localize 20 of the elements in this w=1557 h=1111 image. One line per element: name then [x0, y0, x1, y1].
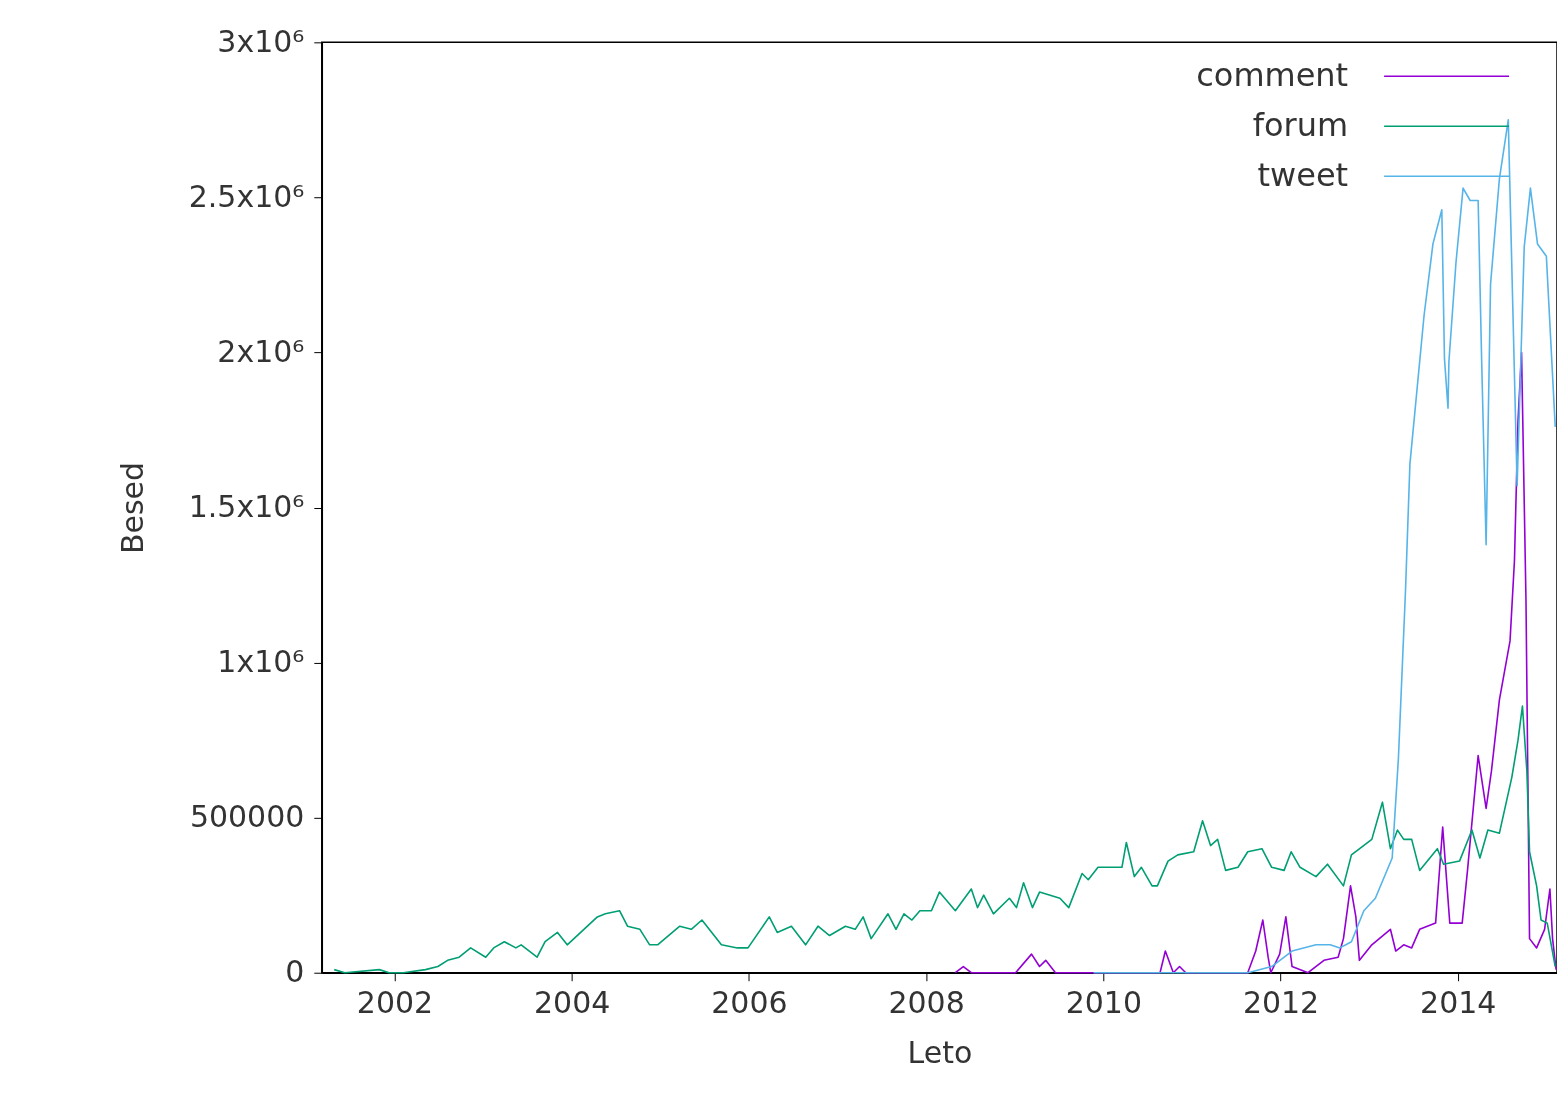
x-axis-title: Leto	[907, 1035, 973, 1071]
legend-label: forum	[1252, 106, 1349, 145]
y-tick-label: 0	[285, 954, 305, 990]
x-tick-label: 2012	[1242, 985, 1320, 1021]
legend-label: tweet	[1257, 156, 1349, 195]
x-tick-label: 2014	[1420, 985, 1497, 1021]
y-tick-label: 2x10⁶	[217, 333, 305, 369]
y-tick-label: 1x10⁶	[217, 644, 305, 680]
y-axis-title: Besed	[114, 461, 150, 555]
line-series	[333, 705, 1557, 974]
y-tick-label: 500000	[189, 799, 305, 835]
y-tick-label: 2.5x10⁶	[188, 178, 305, 214]
x-tick-label: 2002	[356, 985, 434, 1021]
legend-label: comment	[1196, 56, 1349, 95]
x-tick-label: 2004	[534, 985, 611, 1021]
x-tick-label: 2008	[888, 985, 965, 1021]
x-tick-label: 2010	[1065, 985, 1142, 1021]
x-tick-label: 2006	[711, 985, 788, 1021]
y-tick-label: 1.5x10⁶	[188, 489, 305, 525]
y-tick-label: 3x10⁶	[217, 23, 305, 59]
